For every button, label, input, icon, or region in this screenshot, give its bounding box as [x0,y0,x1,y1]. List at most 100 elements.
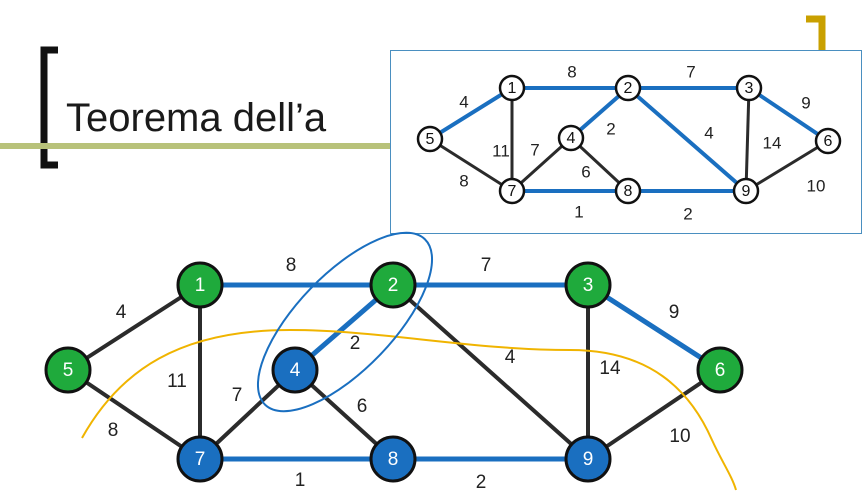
edge-weight-1-7: 11 [167,371,187,392]
inset-node-circle [614,74,642,102]
node-label: 4 [290,360,301,381]
inset-node-circle [735,74,763,102]
cut-curve [81,328,737,491]
node-7: 7 [176,435,224,483]
node-circle [564,435,612,483]
inset-edge-weight-3-9: 14 [763,133,782,152]
node-label: 9 [583,449,594,470]
node-label: 3 [583,275,594,296]
node-label: 5 [63,360,74,381]
inset-node-label: 8 [624,183,633,200]
edge-5-7 [66,368,202,461]
inset-node-circle [614,177,642,205]
node-label: 6 [715,360,726,381]
edge-weight-4-7: 7 [232,385,243,406]
inset-edge-1-5 [428,86,514,141]
inset-node-label: 6 [824,133,833,150]
edge-weight-1-2: 8 [286,255,297,276]
edge-9-6 [586,368,722,461]
title-bracket-icon [40,46,58,169]
inset-edge-weight-1-5: 4 [459,92,468,111]
node-circle [369,261,417,309]
node-9: 9 [564,435,612,483]
inset-edge-9-6 [744,139,830,193]
inset-node-1: 1 [498,74,526,102]
inset-edge-weight-4-7: 7 [530,140,539,159]
main-annotations [81,231,737,491]
inset-edge-weight-5-7: 8 [459,171,468,190]
edge-3-6 [585,282,723,373]
inset-edge-weight-7-8: 1 [574,202,583,221]
node-4: 4 [271,346,319,394]
node-circle [696,346,744,394]
node-8: 8 [369,435,417,483]
edge-weight-2-9: 4 [505,347,516,368]
corner-accent-icon [806,15,826,50]
inset-node-label: 4 [567,130,576,147]
node-label: 2 [388,275,399,296]
inset-edge-weight-9-6: 10 [807,176,826,195]
inset-node-circle [498,74,526,102]
inset-node-5: 5 [416,125,444,153]
node-circle [271,346,319,394]
edge-weight-8-9: 2 [476,472,487,493]
node-circle [564,261,612,309]
edge-2-9 [391,283,590,461]
node-label: 7 [195,449,206,470]
inset-node-label: 9 [742,183,751,200]
node-5: 5 [44,346,92,394]
inset-node-circle [814,127,842,155]
inset-node-6: 6 [814,127,842,155]
inset-edge-2-9 [626,86,748,193]
node-6: 6 [696,346,744,394]
edge-weight-1-5: 4 [116,302,127,323]
inset-edge-weight-2-9: 4 [704,123,713,142]
node-label: 1 [195,275,206,296]
inset-edge-weight-8-9: 2 [683,204,692,223]
title-rule [0,143,395,149]
inset-graph-panel: 8 7 9 4 11 8 2 7 6 4 14 10 1 2 1 2 3 4 5 6 7 8 9 [390,50,862,234]
inset-node-8: 8 [614,177,642,205]
node-label: 8 [388,449,399,470]
inset-node-label: 1 [508,80,517,97]
inset-nodes: 1 2 3 4 5 6 7 8 9 [416,74,842,205]
highlight-circle [256,231,434,413]
node-circle [176,261,224,309]
inset-node-7: 7 [498,177,526,205]
edge-weight-9-6: 10 [669,426,690,447]
edge-weight-3-6: 9 [669,302,680,323]
inset-node-4: 4 [557,124,585,152]
edge-weight-5-7: 8 [108,420,119,441]
inset-edge-weight-1-7: 11 [492,141,510,160]
node-circle [44,346,92,394]
inset-node-circle [557,124,585,152]
edge-weight-4-8: 6 [357,396,368,417]
inset-edge-3-6 [747,86,830,143]
inset-edge-weight-2-3: 7 [686,62,695,81]
inset-edge-weight-3-6: 9 [801,93,810,112]
inset-edge-weight-4-2: 2 [606,119,615,138]
inset-node-circle [416,125,444,153]
node-3: 3 [564,261,612,309]
inset-node-circle [732,177,760,205]
inset-node-9: 9 [732,177,760,205]
edge-weight-3-9: 14 [599,358,621,379]
inset-node-2: 2 [614,74,642,102]
edge-weight-7-8: 1 [295,470,306,491]
edge-weight-4-2: 2 [350,333,361,354]
inset-node-label: 3 [745,80,754,97]
inset-edge-weight-4-8: 6 [581,162,590,181]
inset-edge-5-7 [428,137,514,193]
inset-node-3: 3 [735,74,763,102]
inset-node-label: 7 [508,183,517,200]
slide-title: Teorema dell’a [66,96,327,140]
main-edges [66,282,723,462]
inset-node-circle [498,177,526,205]
inset-node-label: 2 [624,80,633,97]
node-circle [369,435,417,483]
node-circle [176,435,224,483]
